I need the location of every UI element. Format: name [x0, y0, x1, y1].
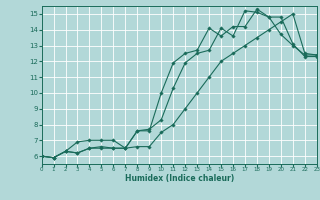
X-axis label: Humidex (Indice chaleur): Humidex (Indice chaleur) — [124, 174, 234, 183]
